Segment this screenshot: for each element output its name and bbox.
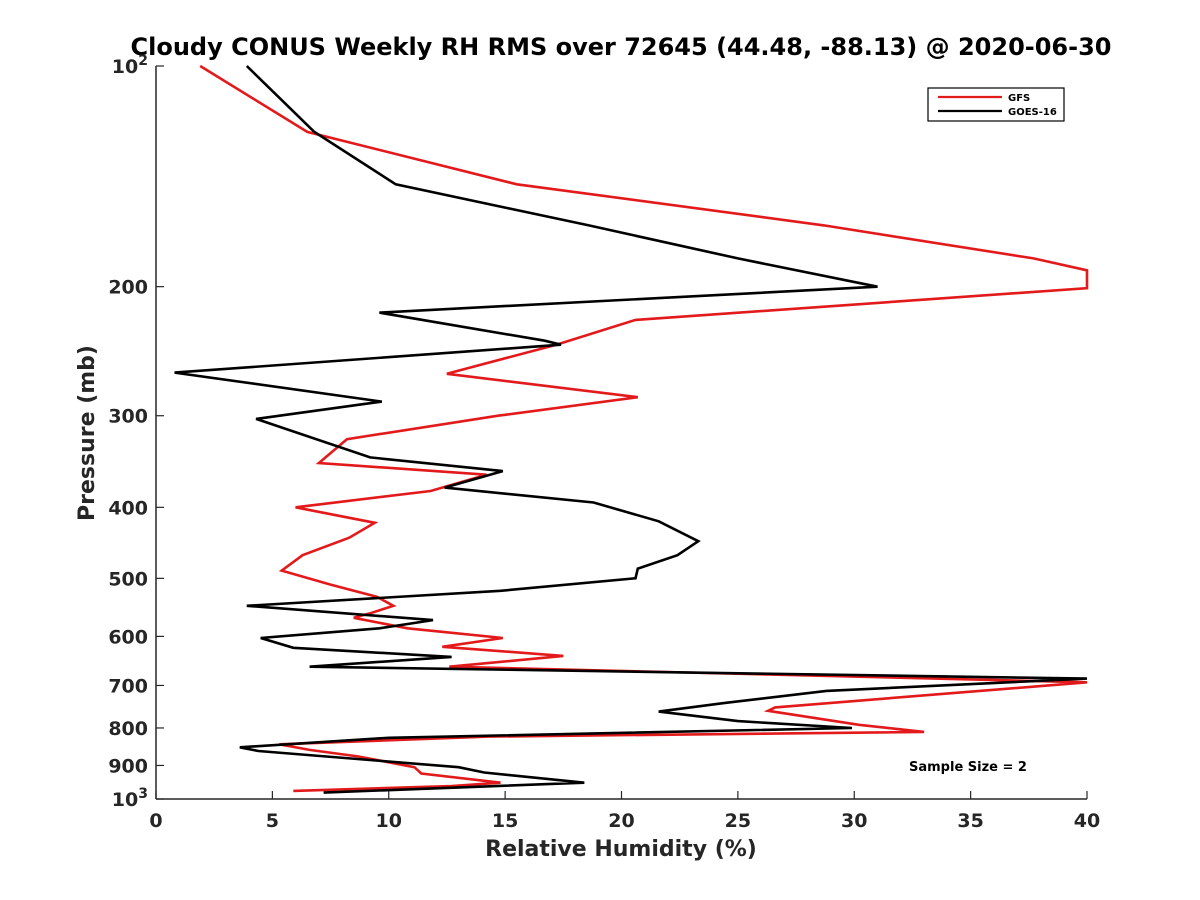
x-tick-label: 10 [376,810,402,832]
chart-title: Cloudy CONUS Weekly RH RMS over 72645 (4… [131,33,1112,61]
y-tick-label: 500 [108,568,148,590]
x-tick-label: 20 [608,810,634,832]
y-tick-label: 600 [108,626,148,648]
x-tick-label: 5 [266,810,279,832]
y-tick-label: 300 [108,406,148,428]
series-layer [174,64,1089,794]
x-tick-label: 0 [149,810,162,832]
y-axis-label: Pressure (mb) [75,345,100,521]
series-line-goes16 [174,65,1088,794]
y-tick-label: 200 [108,277,148,299]
sample-size-annotation: Sample Size = 2 [909,760,1027,775]
x-tick-label: 15 [492,810,518,832]
y-tick-label: 800 [108,718,148,740]
x-axis-label: Relative Humidity (%) [485,837,757,862]
x-tick-label: 30 [841,810,867,832]
x-tick-label: 35 [957,810,983,832]
legend-label-goes16: GOES-16 [1008,107,1057,118]
x-tick-label: 25 [725,810,751,832]
legend: GFS GOES-16 [927,87,1065,122]
x-tick-label: 40 [1074,810,1100,832]
y-tick-label: 700 [108,675,148,697]
y-tick-label: 900 [108,755,148,777]
y-tick-label: 400 [108,497,148,519]
legend-label-gfs: GFS [1008,93,1030,104]
legend-box [927,87,1065,122]
x-ticks: 0 5 10 15 20 25 30 35 40 [149,791,1100,832]
